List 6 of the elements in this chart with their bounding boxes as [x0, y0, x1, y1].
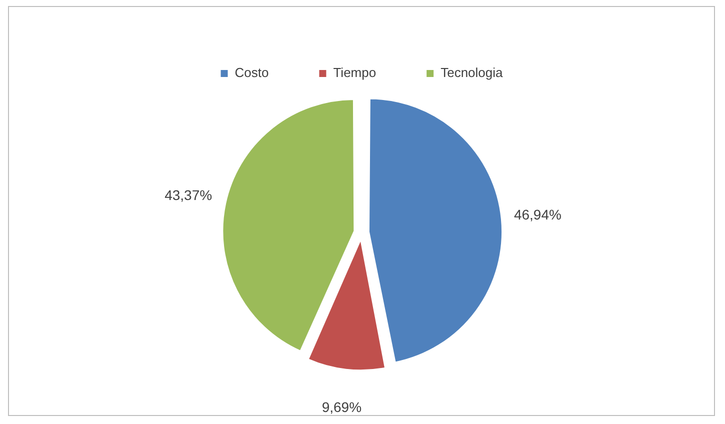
data-label: 46,94% — [514, 206, 562, 222]
legend-label: Tiempo — [333, 65, 376, 80]
data-label: 43,37% — [164, 186, 212, 203]
data-label: 9,69% — [322, 399, 362, 416]
legend-label: Costo — [234, 65, 269, 80]
legend-label: Tecnologia — [440, 65, 504, 80]
